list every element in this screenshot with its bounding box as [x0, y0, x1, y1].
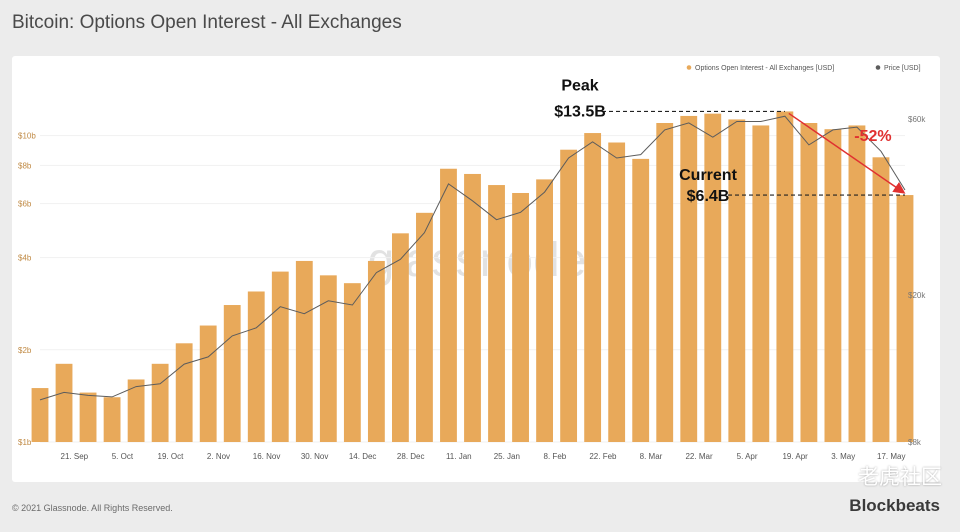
oi-bar [247, 291, 265, 442]
oi-bar [872, 157, 890, 442]
oi-bar [440, 168, 457, 442]
chart-card: glassnode $1b$2b$4b$6b$8b$10b$8k$20k$60k… [12, 56, 940, 482]
oi-bar [295, 260, 313, 442]
oi-bar [343, 283, 361, 442]
x-tick-label: 8. Mar [640, 452, 663, 461]
page-title: Bitcoin: Options Open Interest - All Exc… [12, 12, 402, 33]
x-tick-label: 3. May [831, 452, 855, 461]
price-polyline [39, 115, 906, 401]
oi-bar [728, 119, 746, 442]
x-tick-label: 19. Apr [782, 452, 808, 461]
y-right-tick-label: $60k [908, 115, 926, 124]
chart-annotations: Peak $13.5B Current $6.4B -52% [554, 77, 906, 205]
decline-arrow [788, 112, 906, 194]
x-tick-label: 30. Nov [301, 452, 329, 461]
oi-bar [151, 363, 169, 442]
legend-swatch-open-interest [686, 65, 692, 70]
copyright-text: © 2021 Glassnode. All Rights Reserved. [12, 503, 173, 513]
oi-bar [776, 111, 794, 442]
oi-bar [175, 343, 193, 442]
x-tick-label: 2. Nov [207, 452, 230, 461]
oi-bar [704, 113, 722, 443]
oi-bar [608, 142, 626, 442]
oi-bar [512, 192, 529, 442]
brand-logo-text: Blockbeats [849, 496, 940, 515]
x-tick-label: 19. Oct [158, 452, 185, 461]
chart-svg: glassnode $1b$2b$4b$6b$8b$10b$8k$20k$60k… [18, 65, 926, 461]
y-left-tick-label: $6b [18, 200, 32, 209]
x-tick-label: 14. Dec [349, 452, 377, 461]
oi-bar [127, 379, 145, 442]
oi-bar [416, 212, 433, 442]
x-tick-label: 21. Sep [61, 452, 89, 461]
decline-percent-label: -52% [854, 128, 891, 145]
x-tick-label: 28. Dec [397, 452, 425, 461]
oi-bar [632, 158, 650, 442]
oi-bar [536, 179, 553, 442]
peak-label: Peak [561, 77, 598, 94]
y-left-tick-label: $1b [18, 438, 32, 447]
current-label: Current [679, 167, 737, 184]
oi-bar [319, 275, 337, 442]
y-right-tick-label: $8k [908, 438, 922, 447]
oi-bar [656, 123, 674, 442]
price-line [39, 115, 906, 401]
y-left-tick-label: $2b [18, 346, 32, 355]
oi-bar [824, 129, 842, 442]
oi-bar [55, 363, 73, 442]
oi-bar [488, 185, 505, 443]
chart-legend: Options Open Interest - All Exchanges [U… [686, 65, 921, 72]
y-left-tick-label: $8b [18, 161, 32, 170]
oi-bar [464, 173, 481, 442]
y-right-tick-label: $20k [908, 291, 926, 300]
oi-bar [367, 260, 385, 442]
oi-bar [31, 388, 49, 442]
oi-bar [848, 125, 866, 443]
oi-bar [752, 125, 770, 443]
x-tick-label: 11. Jan [446, 452, 472, 461]
oi-bar [199, 325, 217, 442]
oi-bar [392, 233, 409, 442]
oi-bar [896, 195, 914, 442]
x-tick-label: 22. Feb [589, 452, 617, 461]
x-tick-label: 17. May [877, 452, 905, 461]
peak-value-label: $13.5B [554, 103, 606, 120]
y-left-tick-label: $10b [18, 132, 36, 141]
corner-watermark: 老虎社区 [858, 466, 942, 489]
oi-bar [800, 123, 818, 442]
oi-bar [223, 305, 241, 442]
oi-bar [584, 133, 602, 442]
x-tick-label: 5. Oct [112, 452, 134, 461]
oi-bar [680, 115, 698, 442]
x-tick-label: 5. Apr [737, 452, 758, 461]
legend-label-open-interest: Options Open Interest - All Exchanges [U… [695, 65, 834, 72]
current-value-label: $6.4B [687, 188, 730, 205]
x-tick-label: 16. Nov [253, 452, 281, 461]
x-tick-label: 25. Jan [494, 452, 520, 461]
x-tick-label: 22. Mar [685, 452, 712, 461]
oi-bar [103, 397, 121, 442]
legend-swatch-price [875, 65, 881, 70]
y-left-tick-label: $4b [18, 254, 32, 263]
oi-bar [79, 392, 97, 442]
legend-label-price: Price [USD] [884, 65, 921, 72]
oi-bar [560, 149, 578, 442]
open-interest-bars [31, 111, 914, 443]
oi-bar [271, 271, 289, 442]
x-tick-label: 8. Feb [544, 452, 567, 461]
